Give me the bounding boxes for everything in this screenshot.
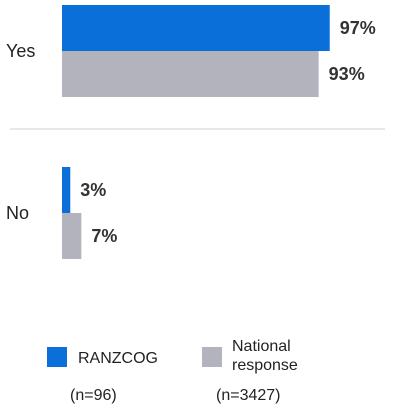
value-label-ranzcog-no: 3% xyxy=(80,180,106,200)
legend: RANZCOG National response (n=96) (n=3427… xyxy=(47,338,298,404)
legend-swatch-ranzcog xyxy=(47,347,67,367)
legend-swatch-national-response xyxy=(202,347,222,367)
category-label-yes: Yes xyxy=(6,41,35,61)
bar-ranzcog-no xyxy=(62,167,71,213)
legend-sample-national-response: (n=3427) xyxy=(216,387,281,404)
value-label-national-response-no: 7% xyxy=(91,226,117,246)
bars-layer xyxy=(10,5,385,259)
bar-national-response-yes xyxy=(62,51,319,97)
legend-sample-ranzcog: (n=96) xyxy=(70,387,117,404)
value-label-ranzcog-yes: 97% xyxy=(340,18,376,38)
category-label-no: No xyxy=(6,203,29,223)
bar-national-response-no xyxy=(62,213,82,259)
legend-label-national-line2: response xyxy=(232,357,298,374)
legend-label-national-line1: National xyxy=(232,338,291,355)
labels-layer: Yes 97% 93% No 3% 7% xyxy=(6,18,376,246)
value-label-national-response-yes: 93% xyxy=(329,64,365,84)
legend-label-ranzcog: RANZCOG xyxy=(78,350,158,367)
legend-label-national-response: National response xyxy=(232,338,298,374)
bar-ranzcog-yes xyxy=(62,5,330,51)
